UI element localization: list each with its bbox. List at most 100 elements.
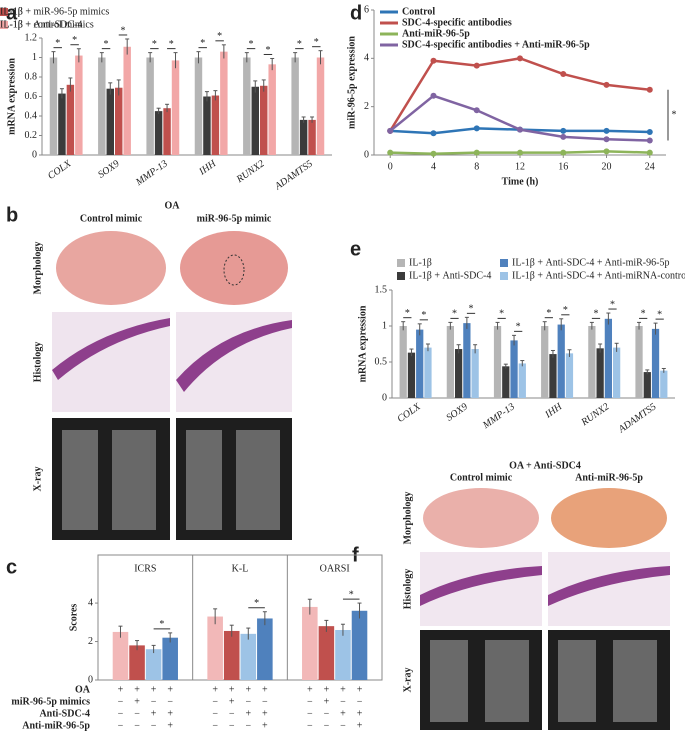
legend-swatch bbox=[500, 259, 508, 267]
panel-b-images bbox=[52, 228, 292, 540]
bar bbox=[613, 347, 621, 398]
bone bbox=[430, 640, 468, 722]
x-tick-label: ADAMTS5 bbox=[272, 158, 315, 192]
bar bbox=[446, 326, 454, 398]
x-tick-label: MMP-13 bbox=[133, 158, 170, 188]
x-tick-label: SOX9 bbox=[444, 401, 469, 423]
point bbox=[646, 149, 653, 156]
column-label: miR-96-5p mimic bbox=[197, 213, 272, 224]
column-label: Control mimic bbox=[450, 472, 513, 483]
significance-mark: * bbox=[657, 309, 662, 320]
column-label: Anti-miR-96-5p bbox=[575, 472, 643, 483]
significance-mark: * bbox=[672, 109, 677, 120]
legend-label: IL-1β + control mimics bbox=[0, 19, 94, 30]
morphology-image bbox=[56, 231, 166, 305]
significance-mark: * bbox=[516, 322, 521, 333]
bar bbox=[154, 111, 163, 155]
x-axis-label: Time (h) bbox=[502, 176, 539, 187]
point bbox=[387, 149, 394, 156]
significance-mark: * bbox=[249, 39, 254, 50]
treatment-label: Anti-SDC-4 bbox=[39, 708, 90, 719]
y-tick-label: 0.5 bbox=[375, 356, 388, 367]
bar bbox=[203, 96, 211, 155]
tissue bbox=[420, 566, 542, 606]
point bbox=[430, 150, 437, 157]
treatment-sign: − bbox=[245, 696, 251, 707]
bar bbox=[223, 630, 240, 680]
bar bbox=[240, 633, 257, 680]
treatment-sign: − bbox=[134, 720, 140, 731]
x-tick-label: 12 bbox=[515, 161, 525, 172]
treatment-sign: − bbox=[118, 708, 124, 719]
significance-mark: * bbox=[563, 305, 568, 316]
bar bbox=[316, 57, 325, 155]
point bbox=[473, 149, 480, 156]
bar bbox=[518, 363, 526, 398]
significance-mark: * bbox=[405, 308, 410, 319]
point bbox=[387, 127, 394, 134]
bar bbox=[351, 610, 368, 680]
bar bbox=[145, 649, 162, 680]
bone bbox=[613, 640, 657, 722]
treatment-sign: + bbox=[307, 684, 313, 695]
point bbox=[646, 86, 653, 93]
significance-mark: * bbox=[610, 299, 615, 310]
bone bbox=[62, 430, 98, 530]
y-tick-label: 2 bbox=[88, 636, 93, 647]
panel-f-images bbox=[420, 487, 670, 730]
legend-swatch bbox=[397, 272, 405, 280]
bone bbox=[186, 430, 222, 530]
bar bbox=[635, 326, 643, 398]
point bbox=[473, 62, 480, 69]
legend-label: IL-1β + Anti-SDC-4 + Anti-miR-96-5p bbox=[512, 257, 669, 268]
significance-mark: * bbox=[452, 309, 457, 320]
treatment-sign: + bbox=[229, 684, 235, 695]
row-label: Histology bbox=[402, 569, 413, 610]
point bbox=[560, 127, 567, 134]
y-tick-label: 1 bbox=[32, 52, 37, 63]
treatment-sign: − bbox=[262, 696, 268, 707]
legend-label: IL-1β + miR-96-5p mimics bbox=[0, 6, 109, 17]
x-tick-label: ADAMTS5 bbox=[616, 401, 659, 435]
point bbox=[646, 137, 653, 144]
panel-letter: d bbox=[350, 2, 362, 24]
row-label: Morphology bbox=[402, 492, 413, 545]
treatment-sign: − bbox=[357, 696, 363, 707]
treatment-sign: − bbox=[151, 720, 157, 731]
category-label: ICRS bbox=[134, 563, 156, 574]
x-tick-label: 0 bbox=[388, 161, 393, 172]
y-tick-label: 6 bbox=[364, 4, 369, 15]
significance-mark: * bbox=[104, 39, 109, 50]
panel-header: OA + Anti-SDC4 bbox=[509, 460, 581, 471]
legend-label: Anti-miR-96-5p bbox=[402, 28, 470, 39]
point bbox=[517, 55, 523, 62]
bar bbox=[112, 631, 129, 680]
treatment-sign: + bbox=[151, 684, 157, 695]
y-axis-label: mRNA expression bbox=[357, 305, 368, 382]
bar bbox=[651, 328, 660, 398]
treatment-sign: − bbox=[212, 720, 218, 731]
bar bbox=[604, 318, 613, 398]
bar bbox=[588, 326, 596, 398]
bar bbox=[194, 57, 203, 155]
treatment-sign: + bbox=[357, 720, 363, 731]
significance-mark: * bbox=[593, 309, 598, 320]
treatment-sign: + bbox=[262, 720, 268, 731]
treatment-sign: − bbox=[307, 708, 313, 719]
y-tick-label: 2 bbox=[364, 101, 369, 112]
column-label: Control mimic bbox=[80, 213, 143, 224]
significance-mark: * bbox=[152, 39, 157, 50]
tissue bbox=[548, 566, 670, 606]
panel-letter: b bbox=[6, 204, 18, 226]
bar bbox=[115, 87, 123, 155]
legend-swatch bbox=[0, 8, 8, 16]
x-tick-label: 20 bbox=[602, 161, 612, 172]
bar bbox=[510, 340, 518, 398]
significance-mark: * bbox=[421, 310, 426, 321]
lesion-marker bbox=[223, 254, 245, 286]
bar bbox=[260, 85, 268, 155]
significance-mark: * bbox=[169, 39, 174, 50]
bar bbox=[58, 93, 66, 155]
point bbox=[517, 126, 523, 133]
legend-label: Control bbox=[402, 6, 435, 17]
